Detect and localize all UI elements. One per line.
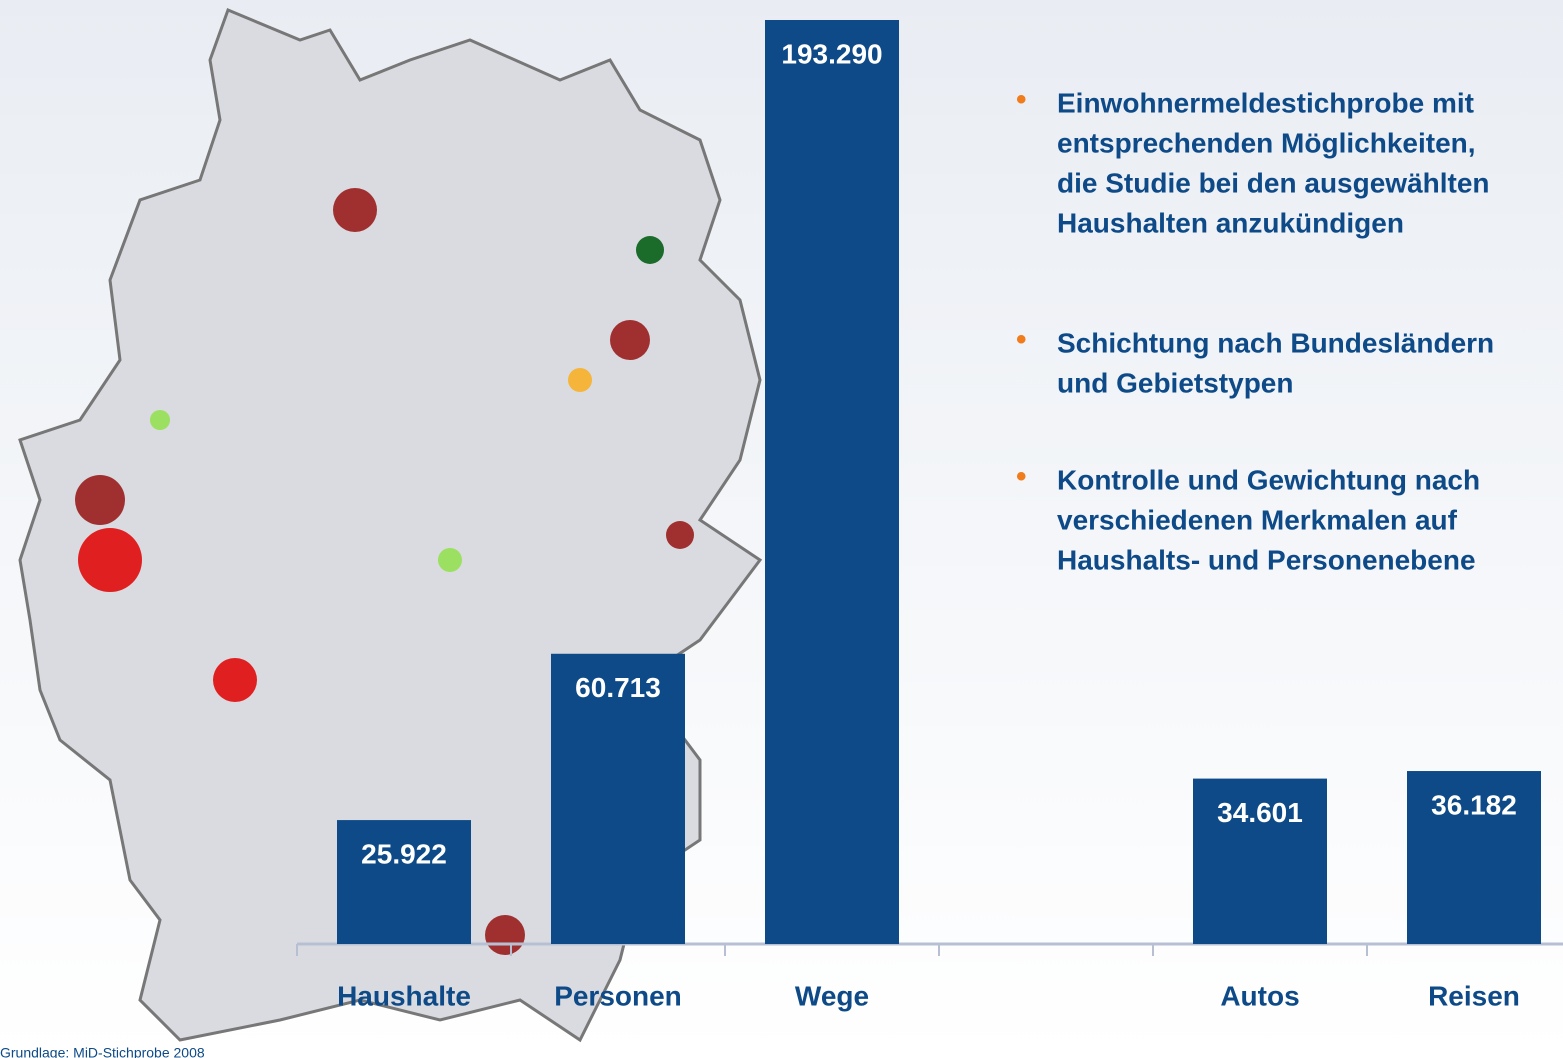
bullet-text: verschiedenen Merkmalen auf [1057, 504, 1458, 535]
bullet-dot: • [1016, 83, 1027, 116]
source-note: Grundlage: MiD-Stichprobe 2008 [0, 1045, 205, 1058]
map-region [78, 528, 142, 592]
bullets: • Einwohnermeldestichprobe mit entsprechen… [1016, 83, 1494, 575]
bullet-text: und Gebietstypen [1057, 367, 1293, 398]
bar [551, 653, 685, 944]
bullet-text: Einwohnermeldestichprobe mit [1057, 87, 1474, 118]
bar [337, 820, 471, 944]
map-region [333, 188, 377, 232]
x-tick-label: Haushalte [337, 980, 471, 1011]
bullet-text: Haushalts- und Personenebene [1057, 544, 1476, 575]
bar [765, 20, 899, 944]
map-region [636, 236, 664, 264]
bullet-dot: • [1016, 323, 1027, 356]
value-label: 25.922 [361, 838, 447, 869]
bullet-text: die Studie bei den ausgewählten [1057, 167, 1490, 198]
x-tick-label: Personen [554, 980, 682, 1011]
value-label: 36.182 [1431, 789, 1517, 820]
x-tick-label: Wege [795, 980, 869, 1011]
bullet-text: Schichtung nach Bundesländern [1057, 327, 1494, 358]
map-region [213, 658, 257, 702]
value-label: 193.290 [781, 38, 882, 69]
value-label: 34.601 [1217, 797, 1303, 828]
map-region [610, 320, 650, 360]
x-tick-label: Reisen [1428, 980, 1520, 1011]
map-region [75, 475, 125, 525]
x-tick-label: Autos [1220, 980, 1299, 1011]
bullet-text: Haushalten anzukündigen [1057, 207, 1404, 238]
map-region [666, 521, 694, 549]
map-region [438, 548, 462, 572]
map-region [150, 410, 170, 430]
bullet-text: Kontrolle und Gewichtung nach [1057, 464, 1480, 495]
bar [1193, 778, 1327, 944]
bullet-dot: • [1016, 460, 1027, 493]
value-label: 60.713 [575, 672, 661, 703]
bullet-text: entsprechenden Möglichkeiten, [1057, 127, 1476, 158]
bar [1407, 771, 1541, 944]
map-region [485, 915, 525, 955]
map-region [568, 368, 592, 392]
